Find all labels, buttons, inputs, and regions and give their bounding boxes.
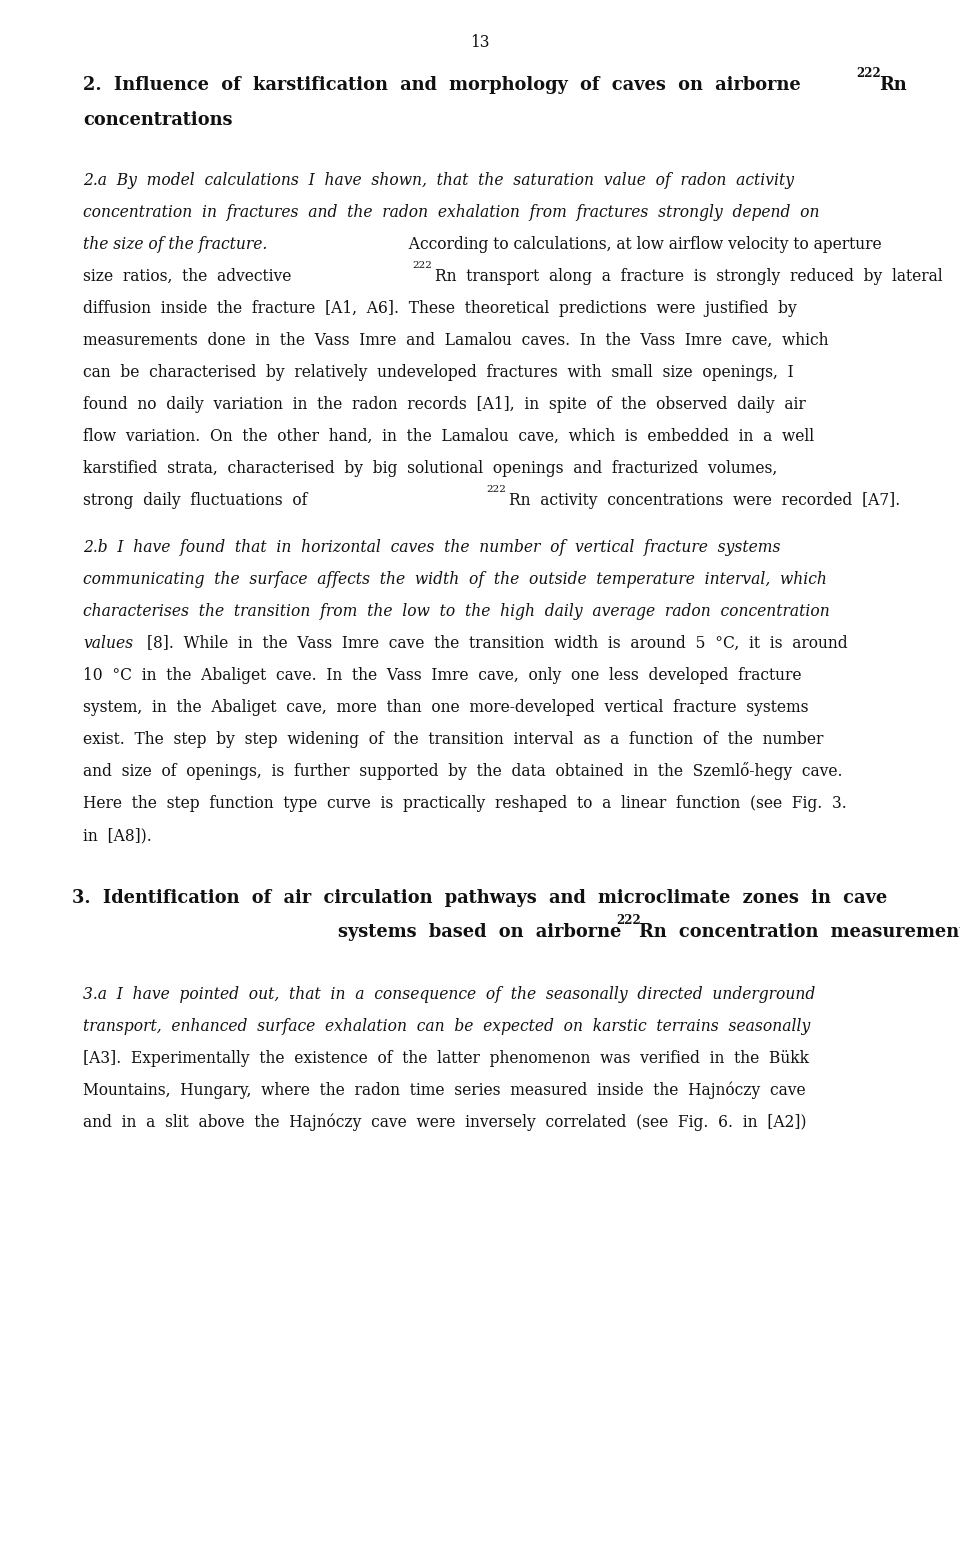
Text: Rn  activity  concentrations  were  recorded  [A7].: Rn activity concentrations were recorded… xyxy=(509,491,900,508)
Text: size  ratios,  the  advective: size ratios, the advective xyxy=(83,267,292,284)
Text: Here  the  step  function  type  curve  is  practically  reshaped  to  a  linear: Here the step function type curve is pra… xyxy=(83,796,847,813)
Text: flow  variation.  On  the  other  hand,  in  the  Lamalou  cave,  which  is  emb: flow variation. On the other hand, in th… xyxy=(83,428,814,445)
Text: 13: 13 xyxy=(470,34,490,51)
Text: strong  daily  fluctuations  of: strong daily fluctuations of xyxy=(83,491,307,508)
Text: Rn: Rn xyxy=(879,76,906,94)
Text: can  be  characterised  by  relatively  undeveloped  fractures  with  small  siz: can be characterised by relatively undev… xyxy=(83,365,794,382)
Text: According to calculations, at low airflow velocity to aperture: According to calculations, at low airflo… xyxy=(399,236,881,253)
Text: communicating  the  surface  affects  the  width  of  the  outside  temperature : communicating the surface affects the wi… xyxy=(83,572,827,589)
Text: the size of the fracture.: the size of the fracture. xyxy=(83,236,267,253)
Text: 2.  Influence  of  karstification  and  morphology  of  caves  on  airborne: 2. Influence of karstification and morph… xyxy=(83,76,801,94)
Text: values: values xyxy=(83,635,133,652)
Text: 222: 222 xyxy=(412,261,432,270)
Text: 2.a  By  model  calculations  I  have  shown,  that  the  saturation  value  of : 2.a By model calculations I have shown, … xyxy=(83,171,794,188)
Text: diffusion  inside  the  fracture  [A1,  A6].  These  theoretical  predictions  w: diffusion inside the fracture [A1, A6]. … xyxy=(83,300,797,317)
Text: system,  in  the  Abaliget  cave,  more  than  one  more-developed  vertical  fr: system, in the Abaliget cave, more than … xyxy=(83,698,808,715)
Text: exist.  The  step  by  step  widening  of  the  transition  interval  as  a  fun: exist. The step by step widening of the … xyxy=(83,731,824,748)
Text: and  size  of  openings,  is  further  supported  by  the  data  obtained  in  t: and size of openings, is further support… xyxy=(83,762,843,780)
Text: Mountains,  Hungary,  where  the  radon  time  series  measured  inside  the  Ha: Mountains, Hungary, where the radon time… xyxy=(83,1082,805,1098)
Text: karstified  strata,  characterised  by  big  solutional  openings  and  fracturi: karstified strata, characterised by big … xyxy=(83,460,778,477)
Text: 222: 222 xyxy=(616,915,640,927)
Text: 222: 222 xyxy=(486,485,506,494)
Text: and  in  a  slit  above  the  Hajnóczy  cave  were  inversely  correlated  (see : and in a slit above the Hajnóczy cave we… xyxy=(83,1114,806,1131)
Text: found  no  daily  variation  in  the  radon  records  [A1],  in  spite  of  the : found no daily variation in the radon re… xyxy=(83,396,805,413)
Text: 2.b  I  have  found  that  in  horizontal  caves  the  number  of  vertical  fra: 2.b I have found that in horizontal cave… xyxy=(83,539,780,556)
Text: concentration  in  fractures  and  the  radon  exhalation  from  fractures  stro: concentration in fractures and the radon… xyxy=(83,204,820,221)
Text: 10  °C  in  the  Abaliget  cave.  In  the  Vass  Imre  cave,  only  one  less  d: 10 °C in the Abaliget cave. In the Vass … xyxy=(83,667,802,684)
Text: systems  based  on  airborne: systems based on airborne xyxy=(338,922,622,941)
Text: measurements  done  in  the  Vass  Imre  and  Lamalou  caves.  In  the  Vass  Im: measurements done in the Vass Imre and L… xyxy=(83,332,828,349)
Text: transport,  enhanced  surface  exhalation  can  be  expected  on  karstic  terra: transport, enhanced surface exhalation c… xyxy=(83,1018,810,1035)
Text: [8].  While  in  the  Vass  Imre  cave  the  transition  width  is  around  5  °: [8]. While in the Vass Imre cave the tra… xyxy=(141,635,847,652)
Text: 3.a  I  have  pointed  out,  that  in  a  consequence  of  the  seasonally  dire: 3.a I have pointed out, that in a conseq… xyxy=(83,986,815,1003)
Text: 3.  Identification  of  air  circulation  pathways  and  microclimate  zones  in: 3. Identification of air circulation pat… xyxy=(72,888,888,907)
Text: concentrations: concentrations xyxy=(83,111,232,128)
Text: [A3].  Experimentally  the  existence  of  the  latter  phenomenon  was  verifie: [A3]. Experimentally the existence of th… xyxy=(83,1051,809,1068)
Text: characterises  the  transition  from  the  low  to  the  high  daily  average  r: characterises the transition from the lo… xyxy=(83,603,829,620)
Text: in  [A8]).: in [A8]). xyxy=(83,827,152,844)
Text: 222: 222 xyxy=(856,66,880,80)
Text: Rn  transport  along  a  fracture  is  strongly  reduced  by  lateral: Rn transport along a fracture is strongl… xyxy=(435,267,943,284)
Text: Rn  concentration  measurements: Rn concentration measurements xyxy=(639,922,960,941)
